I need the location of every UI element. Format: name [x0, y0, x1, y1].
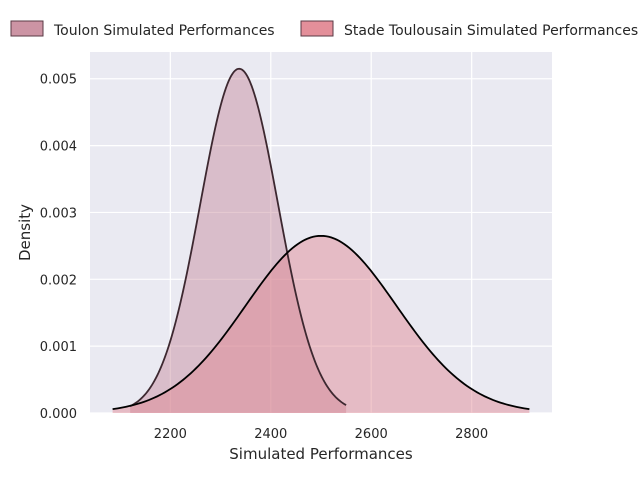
series-line-0 — [129, 67, 347, 407]
legend: Toulon Simulated Performances Stade Toul… — [10, 20, 638, 39]
density-series — [112, 67, 530, 413]
x-axis-title: Simulated Performances — [229, 445, 413, 463]
y-tick-label-3: 0.003 — [40, 206, 77, 221]
legend-label-stade-toulousain: Stade Toulousain Simulated Performances — [344, 23, 638, 39]
y-tick-label-2: 0.002 — [40, 273, 77, 288]
series-area-0 — [130, 68, 347, 413]
x-axis-ticks: 2200 2400 2600 2800 — [154, 427, 488, 442]
legend-swatch-stade-toulousain — [300, 20, 334, 37]
y-tick-label-0: 0.000 — [40, 407, 77, 422]
gridlines — [90, 52, 552, 414]
y-tick-label-1: 0.001 — [40, 340, 77, 355]
series-area-1 — [112, 235, 530, 413]
y-tick-label-5: 0.005 — [40, 73, 77, 88]
legend-swatch-toulon — [10, 20, 44, 37]
y-axis-ticks: 0.000 0.001 0.002 0.003 0.004 0.005 — [40, 73, 77, 422]
x-tick-label-1: 2400 — [254, 427, 287, 442]
x-tick-label-0: 2200 — [154, 427, 187, 442]
legend-label-toulon: Toulon Simulated Performances — [53, 23, 275, 39]
y-axis-title: Density — [16, 204, 34, 261]
y-tick-label-4: 0.004 — [40, 140, 77, 155]
series-line-1 — [112, 234, 530, 411]
x-tick-label-3: 2800 — [455, 427, 488, 442]
x-tick-label-2: 2600 — [355, 427, 388, 442]
